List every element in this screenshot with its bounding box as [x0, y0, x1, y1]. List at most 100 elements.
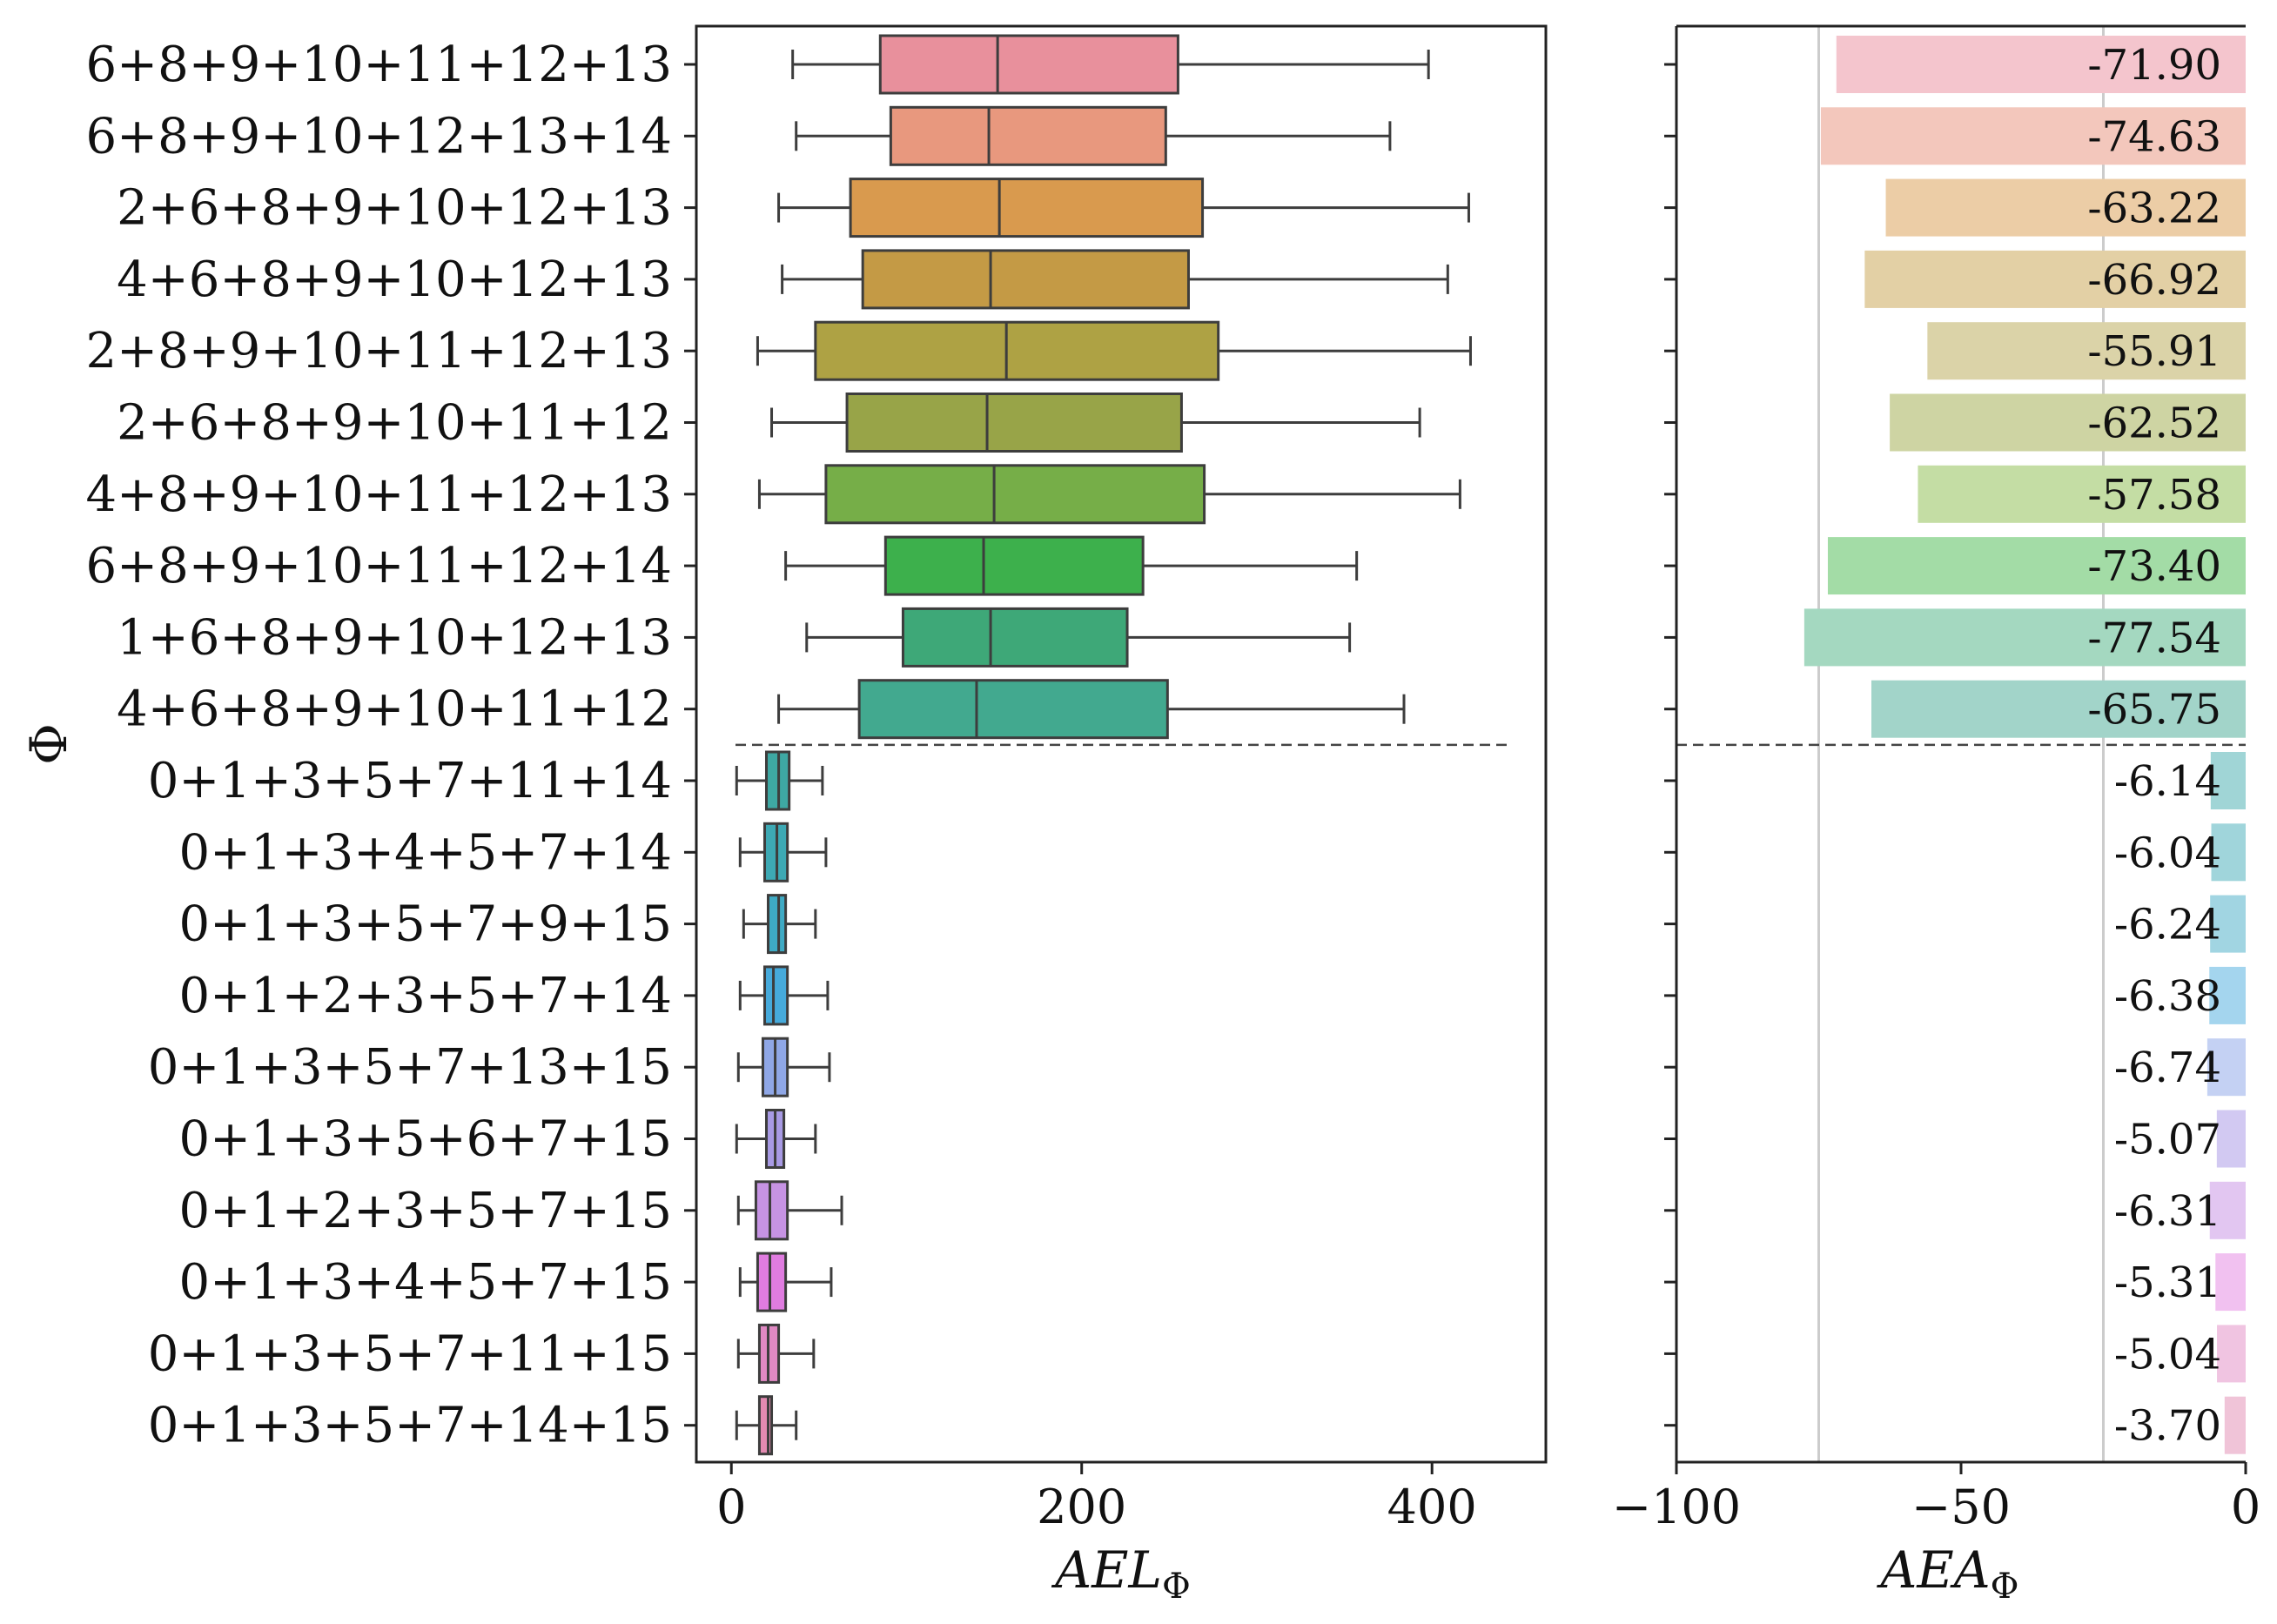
aea-value-label: -5.07	[2114, 1116, 2221, 1164]
category-label: 0+1+3+5+7+14+15	[148, 1398, 672, 1454]
aea-value-label: -55.91	[2087, 327, 2221, 376]
category-label: 4+8+9+10+11+12+13	[86, 466, 672, 523]
category-label: 0+1+3+5+6+7+15	[178, 1111, 672, 1168]
box-12	[738, 822, 828, 882]
aea-value-label: -6.38	[2114, 972, 2221, 1021]
box-5	[756, 320, 1472, 381]
category-label: 0+1+2+3+5+7+14	[178, 968, 672, 1024]
aea-barplot-panel: −100 −50 0 -71.90-74.63-63.22-66.92-55.91-…	[1612, 24, 2260, 1607]
aea-value-label: -65.75	[2087, 686, 2221, 735]
iqr-box	[824, 464, 1206, 525]
iqr-box	[757, 1395, 774, 1456]
iqr-box	[861, 249, 1190, 310]
ael-x-tick-label: 200	[1037, 1480, 1126, 1534]
iqr-box	[756, 1252, 788, 1312]
aea-bar	[2216, 1110, 2246, 1168]
aea-bar	[1820, 107, 2246, 165]
category-label: 4+6+8+9+10+12+13	[117, 252, 672, 308]
aea-x-axis-label: AEAΦ	[1877, 1540, 2019, 1607]
aea-bars	[1803, 36, 2246, 1454]
iqr-box	[754, 1180, 789, 1241]
aea-value-label: -3.70	[2114, 1402, 2221, 1451]
box-11	[735, 750, 824, 811]
aea-bar	[2210, 752, 2246, 809]
box-1	[791, 34, 1430, 95]
aea-x-tick-label: −100	[1612, 1480, 1741, 1534]
box-9	[805, 607, 1352, 668]
iqr-box	[857, 679, 1169, 740]
aea-bar	[1927, 322, 2246, 380]
iqr-box	[814, 320, 1220, 381]
ael-axes-frame	[695, 24, 1548, 1464]
category-label: 6+8+9+10+11+12+14	[86, 538, 672, 594]
iqr-box	[878, 34, 1179, 95]
box-7	[757, 464, 1461, 525]
iqr-box	[883, 535, 1145, 596]
aea-bar	[1836, 36, 2246, 93]
ael-x-tick-label: 0	[716, 1480, 746, 1534]
aea-bar	[1827, 537, 2246, 595]
category-label: 6+8+9+10+12+13+14	[86, 108, 672, 164]
aea-reference-lines	[1676, 26, 2246, 1462]
aea-value-label: -6.31	[2114, 1187, 2221, 1236]
ael-boxplot-panel: 0 200 400 6+8+9+10+11+12+13 6+8+9+10+12+13+…	[19, 24, 1548, 1607]
aea-value-label: -57.58	[2087, 471, 2221, 520]
aea-x-tick-label: −50	[1911, 1480, 2011, 1534]
ael-x-tick-label: 400	[1387, 1480, 1477, 1534]
category-label: 4+6+8+9+10+11+12	[117, 681, 672, 738]
aea-bar	[2209, 1181, 2246, 1239]
iqr-box	[849, 178, 1205, 238]
aea-value-label: -71.90	[2087, 41, 2221, 90]
aea-x-tick-label: 0	[2231, 1480, 2260, 1534]
aea-bar	[2206, 1038, 2246, 1097]
category-label: 1+6+8+9+10+12+13	[117, 609, 672, 666]
box-6	[770, 393, 1421, 453]
box-3	[777, 178, 1470, 238]
aea-bar	[1885, 178, 2246, 237]
category-label: 2+8+9+10+11+12+13	[86, 323, 672, 379]
category-label: 2+6+8+9+10+12+13	[117, 180, 672, 237]
aea-value-label: -63.22	[2087, 185, 2221, 233]
aea-bar	[2209, 966, 2246, 1024]
aea-bar	[2211, 823, 2246, 882]
category-label: 0+1+3+4+5+7+14	[178, 824, 672, 881]
category-label: 6+8+9+10+11+12+13	[86, 37, 672, 93]
iqr-box	[901, 607, 1129, 668]
iqr-box	[767, 894, 788, 955]
box-10	[777, 679, 1406, 740]
aea-bar	[2217, 1325, 2246, 1383]
category-labels: 6+8+9+10+11+12+13 6+8+9+10+12+13+14 2+6+8+…	[86, 37, 672, 1454]
aea-ticks: −100 −50 0	[1612, 63, 2260, 1534]
category-label: 0+1+2+3+5+7+15	[178, 1183, 672, 1239]
box-2	[795, 105, 1392, 166]
box-17	[736, 1180, 843, 1241]
aea-value-label: -73.40	[2087, 542, 2221, 591]
aea-value-label: -77.54	[2087, 614, 2221, 662]
category-label: 0+1+3+5+7+13+15	[148, 1039, 672, 1096]
aea-bar	[2210, 895, 2246, 953]
category-label: 2+6+8+9+10+11+12	[117, 395, 672, 452]
aea-value-label: -66.92	[2087, 256, 2221, 305]
ael-ticks: 0 200 400	[684, 63, 1477, 1534]
category-label: 0+1+3+5+7+11+15	[148, 1325, 672, 1382]
phi-y-axis-label: Φ	[19, 723, 78, 765]
box-19	[736, 1323, 816, 1384]
aea-value-label: -6.74	[2114, 1044, 2221, 1092]
aea-bar	[1918, 465, 2246, 523]
box-18	[738, 1252, 833, 1312]
box-15	[736, 1037, 831, 1097]
iqr-box	[889, 105, 1167, 166]
ael-x-axis-label: AELΦ	[1051, 1540, 1191, 1607]
box-16	[735, 1109, 817, 1169]
aea-value-label: -6.04	[2114, 829, 2221, 877]
aea-value-label: -5.31	[2114, 1258, 2221, 1307]
category-label: 0+1+3+5+7+9+15	[178, 896, 672, 953]
aea-value-label: -6.14	[2114, 757, 2221, 806]
aea-value-label: -6.24	[2114, 901, 2221, 950]
aea-bar	[2224, 1396, 2246, 1454]
aea-bar	[1890, 393, 2246, 452]
box-13	[742, 894, 817, 955]
aea-bar	[1871, 680, 2246, 738]
aea-value-label: -5.04	[2114, 1330, 2221, 1379]
